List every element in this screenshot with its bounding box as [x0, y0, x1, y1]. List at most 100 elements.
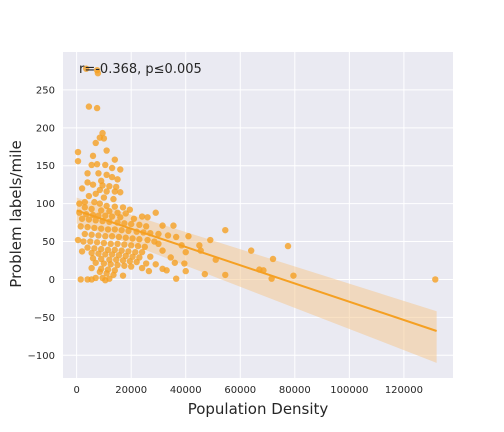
data-point — [130, 215, 138, 222]
data-point — [138, 264, 146, 272]
y-tick-label: 200 — [36, 123, 55, 134]
data-point — [100, 260, 108, 267]
y-tick-label: −50 — [34, 313, 55, 324]
data-point — [89, 152, 97, 160]
data-point — [136, 221, 143, 229]
data-point — [122, 210, 129, 217]
x-tick-label: 40000 — [170, 385, 202, 396]
y-tick-label: −100 — [28, 351, 55, 362]
data-point — [136, 236, 143, 243]
y-tick-label: 0 — [49, 275, 55, 286]
data-point — [247, 247, 255, 254]
data-point — [92, 190, 99, 197]
data-point — [102, 212, 109, 219]
data-point — [107, 261, 114, 268]
data-point — [108, 173, 116, 181]
data-point — [100, 239, 108, 247]
data-point — [144, 214, 151, 221]
data-point — [81, 198, 89, 206]
data-point — [115, 233, 123, 241]
data-point — [84, 244, 91, 251]
data-point — [96, 268, 104, 276]
data-point — [163, 267, 170, 274]
data-point — [167, 254, 174, 261]
data-point — [85, 103, 93, 110]
data-point — [141, 243, 149, 251]
data-point — [117, 214, 124, 221]
data-point — [201, 270, 209, 278]
y-tick-label: 50 — [42, 237, 55, 248]
x-tick-label: 0 — [73, 385, 79, 396]
data-point — [172, 275, 180, 282]
data-point — [100, 194, 108, 201]
data-point — [111, 226, 119, 233]
data-point — [74, 157, 82, 165]
data-point — [96, 134, 104, 141]
data-point — [104, 226, 112, 233]
data-point — [93, 239, 101, 246]
data-point — [196, 242, 203, 249]
data-point — [155, 230, 162, 238]
data-point — [142, 223, 150, 230]
data-point — [78, 248, 86, 255]
data-point — [222, 271, 229, 279]
data-point — [114, 261, 121, 269]
data-point — [93, 161, 101, 168]
data-point — [78, 215, 86, 222]
data-point — [129, 235, 136, 242]
data-point — [119, 272, 127, 279]
data-point — [96, 200, 104, 207]
data-point — [138, 213, 146, 220]
data-point — [170, 222, 177, 229]
data-point — [111, 188, 119, 195]
data-point — [207, 236, 214, 244]
data-point — [142, 260, 150, 267]
y-axis-label: Problem labels/mile — [7, 140, 25, 287]
x-tick-label: 80000 — [279, 385, 311, 396]
data-point — [103, 147, 110, 154]
data-point — [182, 248, 189, 256]
data-point — [91, 224, 98, 232]
data-point — [103, 171, 110, 179]
regression-line-layer — [76, 209, 437, 332]
data-point — [127, 220, 135, 228]
y-tick-label: 150 — [36, 161, 55, 172]
data-point — [432, 276, 439, 283]
data-point — [171, 259, 179, 266]
data-point — [127, 242, 135, 249]
x-tick-label: 120000 — [385, 385, 423, 396]
data-point — [88, 205, 95, 213]
data-point — [284, 242, 292, 250]
data-point — [89, 181, 97, 188]
data-point — [138, 248, 146, 256]
data-point — [107, 240, 114, 248]
data-point — [92, 217, 99, 224]
data-point — [119, 257, 127, 264]
points-layer — [74, 65, 439, 284]
data-point — [126, 206, 134, 213]
data-point — [222, 226, 229, 234]
data-point — [181, 260, 188, 267]
data-point — [103, 202, 110, 210]
y-tick-labels: −100 −50 0 50 100 150 200 250 — [28, 85, 55, 361]
data-point — [88, 264, 95, 272]
data-point — [88, 231, 95, 238]
data-point — [106, 182, 113, 190]
data-point — [117, 189, 124, 196]
data-point — [84, 179, 91, 186]
data-point — [102, 233, 109, 240]
data-point — [95, 232, 102, 239]
data-point — [92, 139, 99, 147]
data-point — [77, 223, 84, 230]
data-point — [74, 236, 82, 244]
data-point — [145, 267, 153, 275]
data-point — [110, 195, 117, 203]
data-point — [108, 233, 116, 240]
x-tick-label: 100000 — [330, 385, 368, 396]
data-point — [134, 242, 142, 250]
data-point — [126, 258, 134, 265]
data-point — [164, 232, 172, 239]
x-tick-label: 20000 — [115, 385, 147, 396]
data-point — [172, 233, 180, 241]
